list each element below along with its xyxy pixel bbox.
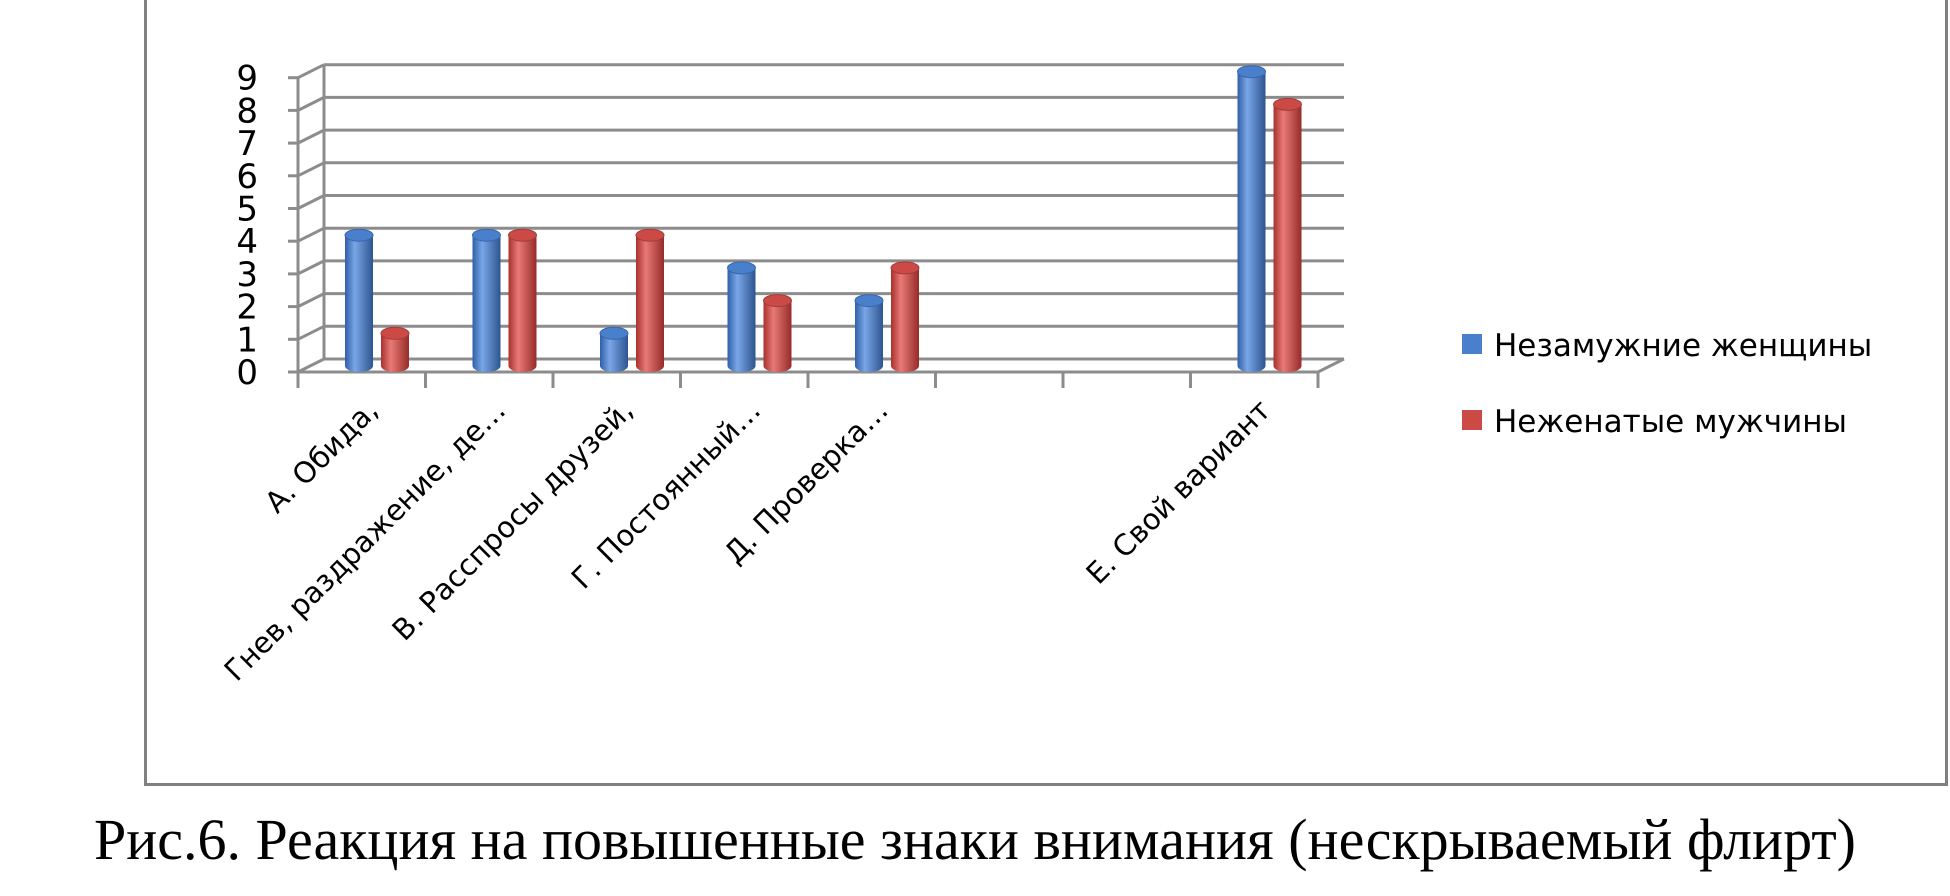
bar-body — [891, 267, 919, 372]
bar — [727, 261, 756, 372]
bar — [472, 228, 501, 372]
bar — [508, 228, 537, 372]
y-tick-label: 5 — [236, 190, 258, 230]
bar-top — [599, 326, 629, 340]
bar-body — [600, 333, 628, 372]
bar-top — [508, 228, 537, 242]
legend-label: Незамужние женщины — [1494, 328, 1872, 364]
y-tick-label: 0 — [236, 353, 258, 393]
bar — [763, 294, 792, 372]
bar-body — [636, 235, 664, 372]
y-tick-label: 1 — [236, 320, 258, 360]
bar-body — [727, 267, 756, 372]
bar — [1273, 97, 1302, 373]
bar — [380, 326, 410, 372]
bar-top — [344, 228, 374, 242]
gridline-side — [297, 128, 325, 145]
bar — [890, 261, 920, 372]
bar — [854, 294, 884, 372]
bar — [344, 228, 374, 372]
y-tick-label: 3 — [236, 255, 258, 295]
x-category-label: А. Обида, — [258, 393, 384, 519]
gridline-side — [297, 259, 325, 276]
y-tick-label: 2 — [236, 288, 258, 328]
bar-top — [1237, 65, 1266, 79]
x-category-label: Е. Свой вариант — [1079, 393, 1277, 591]
legend-item: Незамужние женщины — [1462, 328, 1872, 364]
y-tick-label: 8 — [236, 91, 258, 131]
bar-body — [763, 300, 792, 372]
gridline-side — [297, 96, 325, 112]
figure-caption: Рис.6. Реакция на повышенные знаки внима… — [94, 807, 1856, 872]
bar-body — [508, 235, 537, 372]
gridline-side — [297, 357, 325, 374]
x-category-label: В. Расспросы друзей, — [385, 393, 639, 647]
bar-top — [1273, 97, 1302, 111]
bar-body — [381, 333, 409, 372]
gridline-side — [297, 226, 325, 243]
bar-body — [1273, 104, 1302, 373]
y-tick-label: 6 — [236, 157, 258, 197]
y-tick-label: 4 — [236, 222, 258, 262]
bar — [599, 326, 629, 372]
legend-swatch — [1462, 410, 1482, 430]
bar-top — [727, 261, 756, 275]
bar-top — [854, 294, 884, 308]
gridline-side — [297, 194, 325, 210]
gridline-side — [297, 63, 325, 80]
bar-body — [345, 235, 373, 372]
grid-layer — [288, 63, 1345, 388]
bar-top — [635, 228, 665, 242]
y-tick-label: 7 — [236, 124, 258, 164]
bar-body — [472, 235, 501, 372]
y-tick-label: 9 — [236, 59, 258, 99]
bar-body — [855, 300, 883, 372]
bar — [635, 228, 665, 372]
legend: Незамужние женщины Неженатые мужчины — [1462, 328, 1872, 440]
floor-right-edge — [1317, 357, 1345, 374]
bar-top — [763, 294, 792, 308]
bar-top — [890, 261, 920, 275]
bar-top — [380, 326, 410, 340]
bar-top — [472, 228, 501, 242]
bar-body — [1237, 71, 1266, 372]
legend-item: Неженатые мужчины — [1462, 404, 1847, 440]
gridline-side — [297, 161, 325, 178]
legend-label: Неженатые мужчины — [1494, 404, 1847, 440]
bars-layer — [344, 65, 1302, 373]
gridline-side — [297, 324, 325, 341]
legend-swatch — [1462, 334, 1482, 354]
gridline-side — [297, 292, 325, 308]
bar — [1237, 65, 1266, 372]
